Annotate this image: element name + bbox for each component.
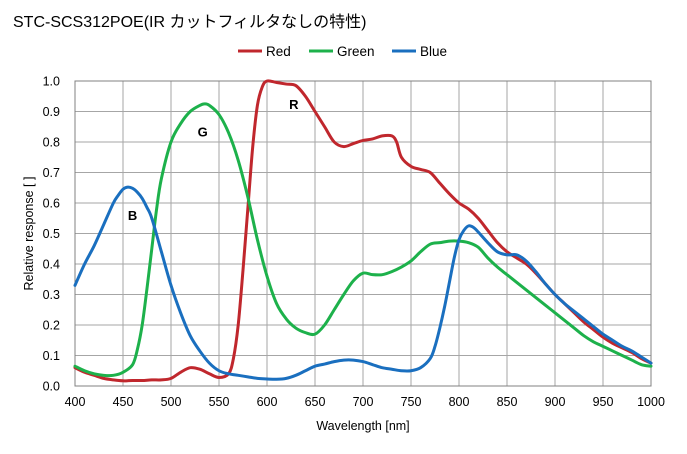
series-line-green [73, 102, 653, 378]
plot-frame [74, 80, 652, 387]
legend-label-red: Red [266, 44, 291, 59]
x-tick-label: 500 [161, 395, 182, 409]
legend-label-blue: Blue [420, 44, 447, 59]
y-tick-label: 0.7 [43, 166, 60, 180]
y-tick-label: 0.4 [43, 258, 60, 272]
y-tick-label: 0.8 [43, 136, 60, 150]
y-tick-label: 0.9 [43, 105, 60, 119]
legend: Red Green Blue [238, 44, 447, 59]
tick-layer: 400 450 500 550 600 650 700 750 800 850 900 950 1000… [43, 75, 665, 410]
x-tick-label: 1000 [637, 395, 665, 409]
y-tick-label: 0.2 [43, 319, 60, 333]
y-tick-label: 0.3 [43, 288, 60, 302]
y-tick-label: 0.0 [43, 380, 60, 394]
x-tick-label: 850 [497, 395, 518, 409]
annotation-b: B [128, 208, 137, 223]
series-layer [73, 79, 653, 383]
y-tick-label: 0.5 [43, 227, 60, 241]
x-tick-label: 900 [545, 395, 566, 409]
x-tick-label: 800 [449, 395, 470, 409]
x-tick-label: 550 [209, 395, 230, 409]
y-tick-label: 1.0 [43, 75, 60, 89]
series-line-blue [73, 185, 653, 381]
legend-label-green: Green [337, 44, 375, 59]
y-axis-label: Relative response [ ] [22, 177, 36, 291]
x-tick-label: 750 [401, 395, 422, 409]
x-tick-label: 700 [353, 395, 374, 409]
x-tick-label: 950 [593, 395, 614, 409]
x-tick-label: 400 [65, 395, 86, 409]
annotation-g: G [198, 124, 208, 139]
x-axis-label: Wavelength [nm] [316, 419, 409, 433]
x-tick-label: 600 [257, 395, 278, 409]
annotation-r: R [289, 97, 299, 112]
y-tick-label: 0.6 [43, 197, 60, 211]
x-tick-label: 650 [305, 395, 326, 409]
grid-layer [74, 80, 652, 387]
y-tick-label: 0.1 [43, 349, 60, 363]
x-tick-label: 450 [113, 395, 134, 409]
chart-title: STC-SCS312POE(IR カットフィルタなしの特性) [13, 14, 367, 31]
annotation-layer: R G B [128, 97, 299, 223]
